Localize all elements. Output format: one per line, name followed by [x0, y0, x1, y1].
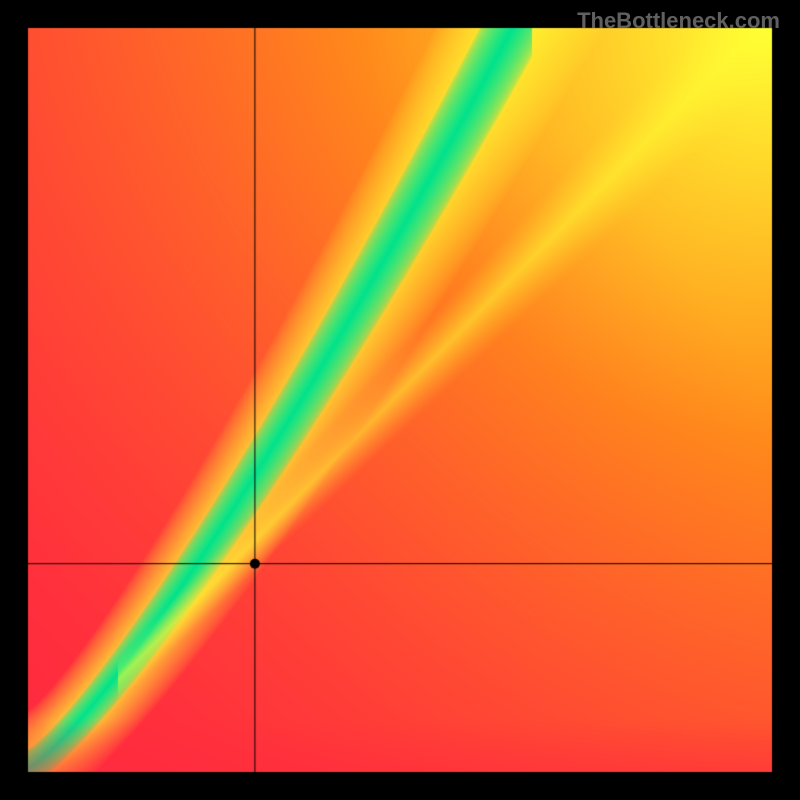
- chart-container: { "watermark": "TheBottleneck.com", "cha…: [0, 0, 800, 800]
- watermark-text: TheBottleneck.com: [577, 8, 780, 34]
- heatmap-canvas: [0, 0, 800, 800]
